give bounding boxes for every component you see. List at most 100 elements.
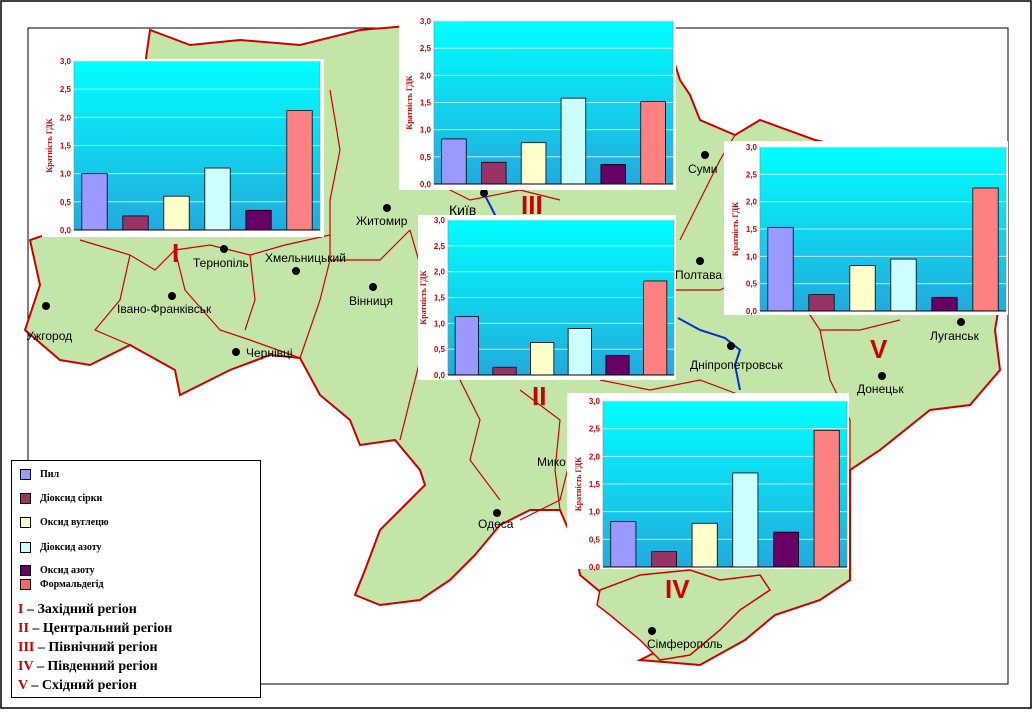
bar-V-3	[890, 258, 917, 312]
legend-item-no: Оксид азоту	[20, 565, 95, 576]
legend-region-III: III – Північний регіон	[18, 640, 158, 655]
city-label-kyiv: Київ	[449, 202, 476, 218]
y-axis-label: Кратність ГДК	[574, 457, 583, 511]
region-label-V: V	[870, 334, 888, 364]
y-tick-label: 0,0	[589, 563, 601, 572]
y-tick-label: 1,5	[589, 480, 601, 489]
bar-V-4	[931, 296, 958, 312]
y-tick-label: 1,0	[746, 252, 758, 261]
y-axis-label: Кратність ГДК	[45, 118, 54, 172]
bar-II-1	[492, 366, 517, 376]
bar-I-5	[286, 110, 313, 231]
city-label-uzhgorod: Ужгород	[26, 329, 72, 343]
city-label-mykolaiv: Мико	[537, 455, 566, 469]
city-markers: Ужгород Івано-Франківськ Тернопіль Хмель…	[26, 151, 980, 651]
city-label-chernivtsi: Чернівці	[246, 346, 293, 360]
chart-IV: 0,0 0,5 1,0 1,5 2,0 2,5 3,0 Кратність ГДК	[567, 393, 849, 572]
city-label-ternopil: Тернопіль	[193, 256, 249, 270]
bar-I-3	[204, 167, 231, 231]
y-tick-label: 1,5	[420, 99, 432, 108]
legend-item-so2: Діоксид сірки	[20, 493, 102, 504]
y-tick-label: 2,0	[746, 198, 758, 207]
bar-V-0	[767, 226, 794, 312]
y-tick-label: 0,0	[434, 371, 446, 380]
legend-item-co: Оксид вуглецю	[20, 517, 109, 528]
y-tick-label: 0,5	[589, 535, 601, 544]
bar-II-3	[567, 328, 592, 376]
legend-label: Діоксид сірки	[40, 493, 103, 504]
chart-II: 0,0 0,5 1,0 1,5 2,0 2,5 3,0 Кратність ГДК	[418, 215, 676, 380]
region-label-I: I	[172, 238, 179, 268]
city-label-khmelnytskyi: Хмельницький	[265, 251, 346, 265]
legend-label: Діоксид азоту	[40, 542, 102, 553]
bar-III-1	[481, 161, 507, 185]
bar-V-2	[849, 265, 876, 312]
city-label-dnipro: Дніпропетровськ	[690, 358, 783, 372]
region-label-IV: IV	[665, 574, 690, 604]
bar-IV-5	[813, 429, 840, 568]
y-tick-label: 3,0	[434, 216, 446, 225]
city-label-simferopol: Сімферополь	[647, 637, 723, 651]
y-tick-label: 3,0	[589, 397, 601, 406]
city-label-vinnytsia: Вінниця	[349, 294, 393, 308]
y-tick-label: 0,0	[746, 307, 758, 316]
bar-III-2	[520, 142, 547, 185]
bar-IV-2	[691, 522, 718, 568]
y-tick-label: 2,0	[60, 113, 72, 122]
legend-region-IV: IV – Південний регіон	[18, 659, 158, 674]
legend-swatch	[20, 565, 31, 576]
y-tick-label: 0,0	[60, 226, 72, 235]
y-tick-label: 1,0	[60, 170, 72, 179]
bar-V-1	[808, 294, 835, 312]
bar-II-5	[643, 280, 668, 376]
legend-region-II: II – Центральний регіон	[18, 621, 173, 636]
chart-I: 0,0 0,5 1,0 1,5 2,0 2,5 3,0 Кратність ГДК	[42, 57, 324, 237]
city-label-luhansk: Луганськ	[930, 329, 980, 343]
city-label-donetsk: Донецьк	[857, 382, 904, 396]
bar-I-1	[122, 215, 149, 231]
legend-label: Формальдегід	[40, 579, 104, 590]
legend-label: Оксид вуглецю	[40, 517, 109, 528]
legend-item-no2: Діоксид азоту	[20, 542, 102, 553]
legend-region-I: I – Західний регіон	[18, 602, 137, 617]
bar-IV-4	[772, 531, 800, 568]
legend-region-V: V – Східний регіон	[18, 678, 137, 693]
bar-IV-3	[732, 472, 759, 568]
y-axis-label: Кратність ГДК	[419, 270, 428, 324]
legend-label: Пил	[40, 469, 60, 480]
y-tick-label: 1,5	[746, 225, 758, 234]
y-tick-label: 2,0	[420, 71, 432, 80]
y-tick-label: 2,5	[434, 242, 446, 251]
bar-I-0	[81, 173, 108, 231]
legend-label: Оксид азоту	[40, 565, 95, 576]
bar-IV-0	[610, 521, 637, 568]
city-label-poltava: Полтава	[675, 268, 722, 282]
bar-III-0	[441, 138, 467, 185]
y-tick-label: 1,0	[589, 508, 601, 517]
y-tick-label: 2,0	[589, 452, 601, 461]
city-label-odesa: Одеса	[478, 517, 514, 531]
city-label-ivano: Івано-Франківськ	[117, 302, 212, 316]
chart-III: 0,0 0,5 1,0 1,5 2,0 2,5 3,0 Кратність ГДК	[399, 13, 676, 190]
y-axis-label: Кратність ГДК	[405, 75, 414, 129]
y-tick-label: 1,0	[434, 319, 446, 328]
y-tick-label: 1,5	[60, 142, 72, 151]
city-label-zhytomyr: Житомир	[356, 214, 408, 228]
bar-IV-1	[650, 551, 678, 568]
bar-II-2	[530, 342, 555, 376]
y-tick-label: 2,5	[60, 85, 72, 94]
legend: Пил Діоксид сірки Оксид вуглецю Діоксид …	[11, 460, 261, 698]
bar-I-2	[163, 195, 190, 231]
bar-V-5	[972, 187, 999, 312]
region-label-II: II	[532, 381, 546, 411]
legend-item-dust: Пил	[20, 469, 59, 480]
y-tick-label: 0,5	[420, 153, 432, 162]
y-tick-label: 0,0	[420, 180, 432, 189]
y-tick-label: 0,5	[434, 345, 446, 354]
city-dot	[42, 302, 50, 310]
charts-layer: 0,0 0,5 1,0 1,5 2,0 2,5 3,0 Кратність ГДК 0,0 0,5…	[42, 13, 1008, 572]
city-label-sumy: Суми	[688, 162, 717, 176]
y-tick-label: 3,0	[746, 143, 758, 152]
y-tick-label: 2,5	[589, 425, 601, 434]
